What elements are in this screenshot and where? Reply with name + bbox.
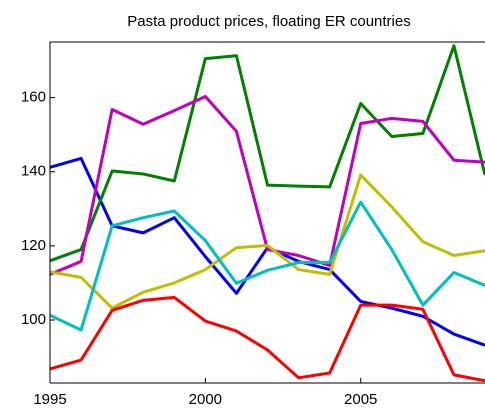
plot-area: [50, 44, 485, 383]
series-line: [50, 173, 485, 310]
series-line: [50, 44, 485, 263]
series-line: [50, 94, 485, 276]
series-line: [50, 200, 485, 332]
x-tick-label: 2005: [344, 391, 377, 408]
x-tick-label: 1995: [33, 391, 66, 408]
y-tick-label: 140: [21, 163, 46, 180]
y-tick-label: 100: [21, 311, 46, 328]
x-tick-label: 2000: [189, 391, 222, 408]
y-tick-label: 160: [21, 89, 46, 106]
chart-title: Pasta product prices, floating ER countr…: [127, 13, 410, 30]
y-tick-label: 120: [21, 237, 46, 254]
series-line: [50, 295, 485, 383]
